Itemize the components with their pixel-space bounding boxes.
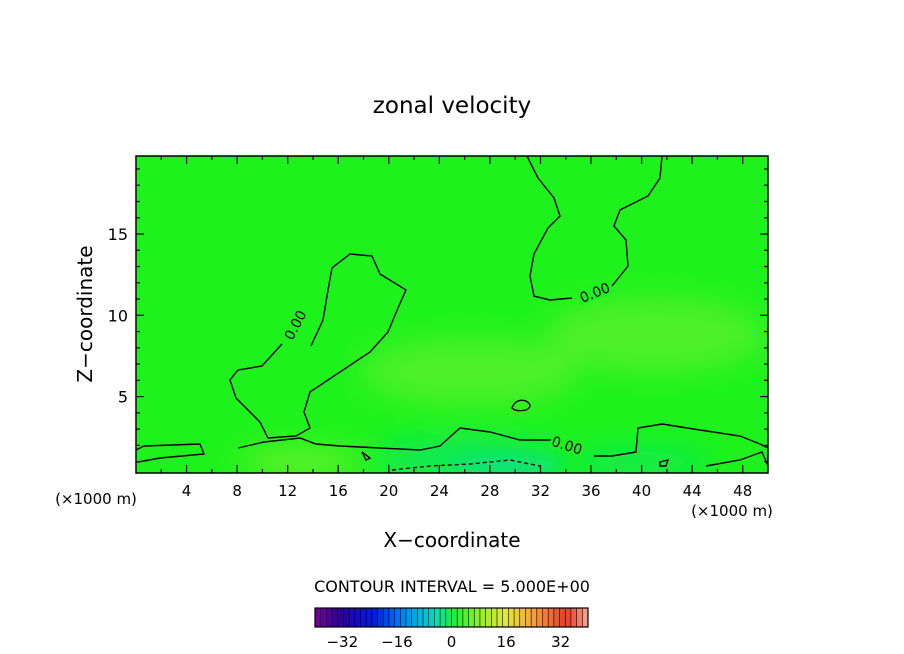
colorbar-cell — [514, 608, 521, 627]
colorbar-cell — [428, 608, 435, 627]
x-unit-right: (×1000 m) — [691, 502, 773, 520]
colorbar-cell — [468, 608, 475, 627]
contour-line-left — [229, 253, 407, 439]
x-axis-label: X−coordinate — [383, 528, 520, 552]
field-patch-core — [450, 457, 560, 473]
x-tick-label: 20 — [379, 482, 398, 500]
chart-title: zonal velocity — [373, 93, 531, 119]
contour-labels: 0.000.000.00 — [279, 277, 614, 459]
x-tick-label: 40 — [632, 482, 651, 500]
colorbar-cell — [457, 608, 464, 627]
colorbar-cell — [548, 608, 555, 627]
colorbar-cell — [508, 608, 515, 627]
colorbar-cell — [371, 608, 378, 627]
colorbar-cell — [525, 608, 532, 627]
colorbar-cell — [423, 608, 430, 627]
colorbar-cell — [531, 608, 538, 627]
y-tick-label: 10 — [108, 306, 128, 325]
contour-line-bottom — [136, 423, 768, 467]
y-tick-label: 15 — [108, 225, 128, 244]
x-tick-label: 48 — [733, 482, 752, 500]
y-axis-label: Z−coordinate — [73, 245, 97, 382]
colorbar-cell — [360, 608, 367, 627]
colorbar-cell — [479, 608, 486, 627]
plot-frame — [135, 155, 769, 474]
colorbar-cell — [559, 608, 566, 627]
contour-interval-text: CONTOUR INTERVAL = 5.000E+00 — [314, 577, 590, 596]
contour-lines — [136, 156, 768, 471]
colorbar-cell — [553, 608, 560, 627]
colorbar-cell — [519, 608, 526, 627]
colorbar-cell — [354, 608, 361, 627]
colorbar — [314, 607, 589, 628]
x-tick-labels: 4 8 12 16 20 24 28 32 36 40 44 48 — [182, 482, 752, 500]
colorbar-cell — [411, 608, 418, 627]
colorbar-cell — [366, 608, 373, 627]
contour-line-negative — [391, 459, 541, 471]
x-tick-label: 8 — [232, 482, 242, 500]
colorbar-cell — [474, 608, 481, 627]
colorbar-cell — [536, 608, 543, 627]
x-tick-label: 44 — [683, 482, 702, 500]
x-tick-label: 28 — [480, 482, 499, 500]
colorbar-cell — [332, 608, 339, 627]
colorbar-cell — [388, 608, 395, 627]
colorbar-cell — [383, 608, 390, 627]
colorbar-cell — [400, 608, 407, 627]
colorbar-cell — [417, 608, 424, 627]
colorbar-cell — [337, 608, 344, 627]
field-patch — [240, 448, 360, 473]
x-unit-left: (×1000 m) — [55, 490, 137, 508]
colorbar-cell — [582, 608, 589, 627]
colorbar-cell — [326, 608, 333, 627]
colorbar-cell — [451, 608, 458, 627]
colorbar-cell — [406, 608, 412, 627]
colorbar-cell — [565, 608, 572, 627]
colorbar-cell — [485, 608, 492, 627]
colorbar-cell — [462, 608, 469, 627]
colorbar-tick-label: 32 — [551, 633, 570, 651]
colorbar-tick-label: 16 — [497, 633, 516, 651]
colorbar-cell — [570, 608, 577, 627]
contour-line-top — [526, 156, 663, 301]
y-tick-label: 5 — [118, 388, 128, 407]
colorbar-cell — [440, 608, 447, 627]
colorbar-cell — [349, 608, 356, 627]
colorbar-tick-label: −32 — [326, 633, 358, 651]
colorbar-cell — [434, 608, 441, 627]
colorbar-cell — [542, 608, 549, 627]
contour-label-bg — [548, 431, 586, 458]
colorbar-cell — [315, 608, 321, 627]
colorbar-cell — [320, 608, 327, 627]
colorbar-cell — [377, 608, 384, 627]
colorbar-cell — [343, 608, 350, 627]
colorbar-cell — [497, 608, 503, 627]
contour-label-bg — [575, 277, 614, 306]
colorbar-cell — [502, 608, 509, 627]
colorbar-tick-label: −16 — [381, 633, 413, 651]
axis-ticks — [136, 156, 768, 473]
contour-label-bg — [279, 305, 310, 344]
colorbar-cell — [576, 608, 583, 627]
x-tick-label: 24 — [430, 482, 449, 500]
contour-small-loop — [511, 399, 531, 412]
x-tick-label: 32 — [531, 482, 550, 500]
colorbar-cell — [445, 608, 452, 627]
x-tick-label: 16 — [329, 482, 348, 500]
y-tick-labels: 5 10 15 — [108, 225, 128, 407]
field-patch — [360, 338, 580, 406]
plot-area: 0.000.000.00 — [136, 156, 768, 473]
x-tick-label: 12 — [278, 482, 297, 500]
field-patch — [545, 297, 765, 373]
x-tick-label: 4 — [182, 482, 192, 500]
colorbar-cell — [491, 608, 498, 627]
x-tick-label: 36 — [581, 482, 600, 500]
colorbar-cell — [394, 608, 401, 627]
colorbar-tick-labels: −32 −16 0 16 32 — [326, 633, 570, 651]
colorbar-tick-label: 0 — [447, 633, 457, 651]
colorbar-frame — [314, 607, 589, 628]
